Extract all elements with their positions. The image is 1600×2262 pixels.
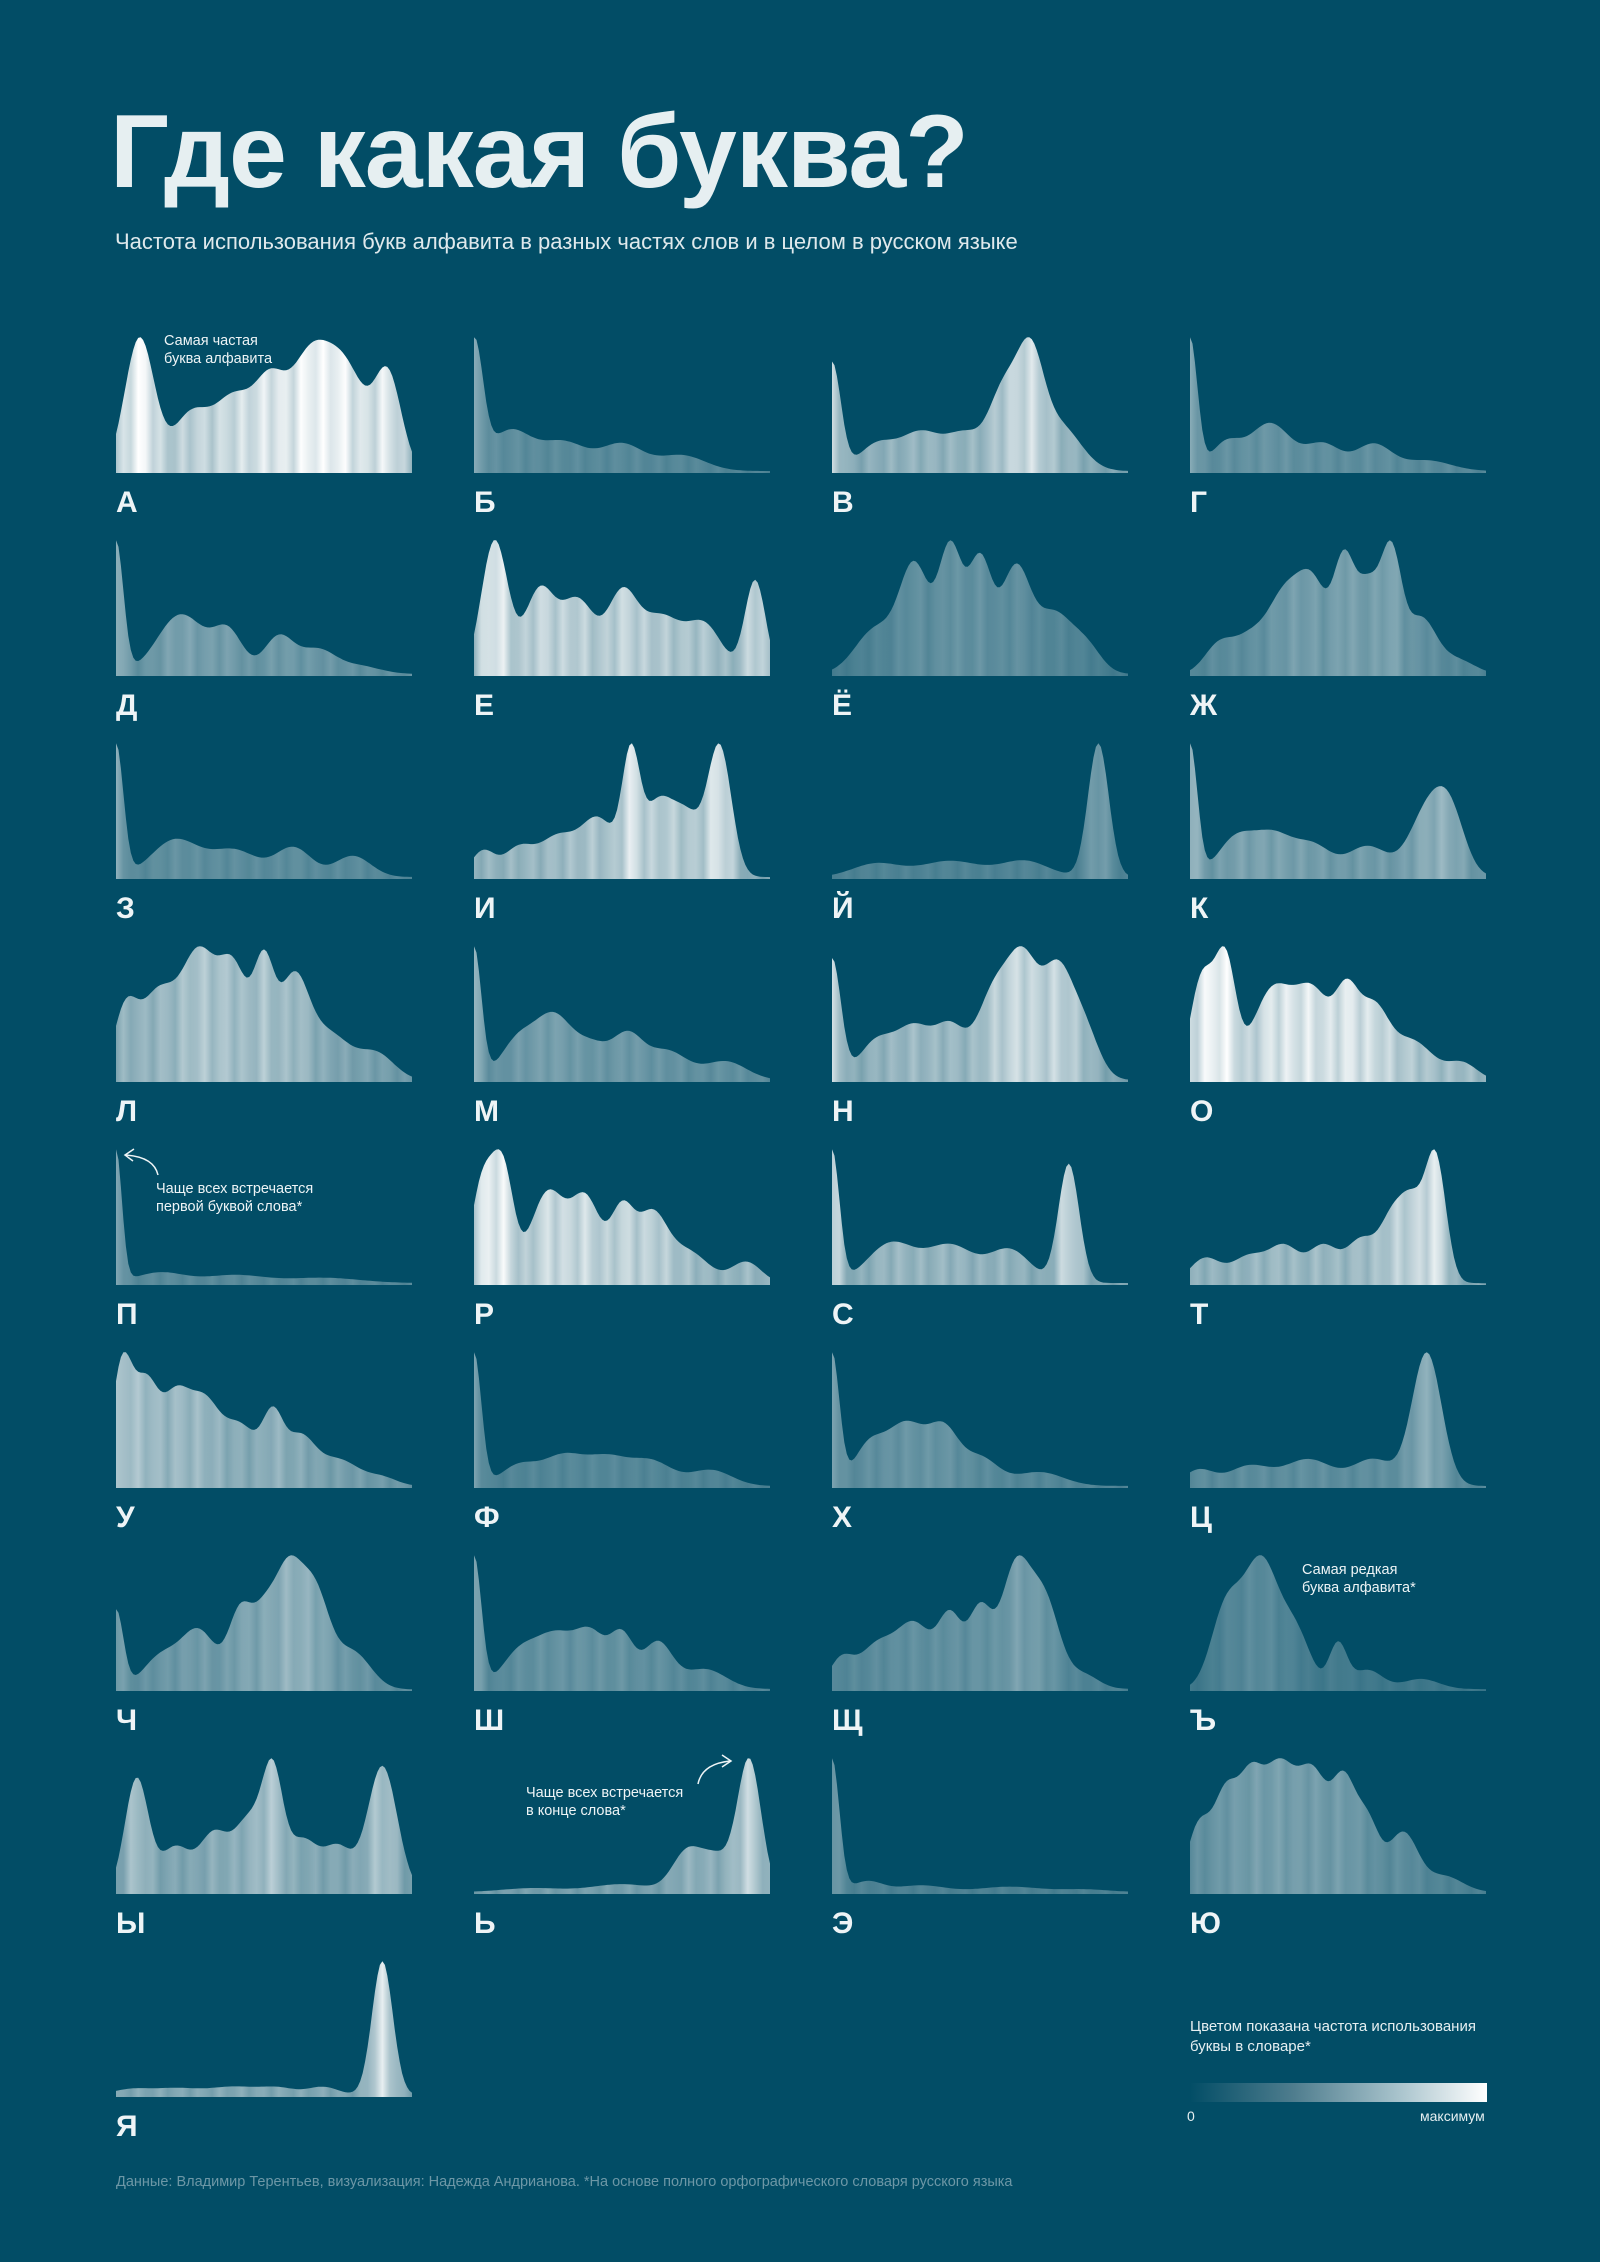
area-Р [474, 1149, 770, 1285]
area-Л [116, 946, 412, 1082]
area-Ш [474, 1555, 770, 1691]
letter-label-Щ: Щ [832, 1704, 863, 1737]
letter-label-Я: Я [116, 2110, 138, 2143]
letter-label-Л: Л [116, 1095, 137, 1128]
area-Ц [1190, 1352, 1486, 1488]
area-Э [832, 1758, 1128, 1894]
letter-label-Х: Х [832, 1501, 852, 1534]
annotation-А: Самая частая буква алфавита [164, 333, 273, 367]
area-Ж [1190, 540, 1486, 676]
letter-label-Ь: Ь [474, 1907, 496, 1940]
area-Я [116, 1961, 412, 2097]
area-М [474, 946, 770, 1082]
area-Е [474, 540, 770, 676]
arrow-last-letter-head [721, 1754, 733, 1768]
page-subtitle: Частота использования букв алфавита в ра… [115, 229, 1018, 254]
arrow-last-letter [697, 1760, 731, 1785]
letter-label-В: В [832, 486, 854, 519]
letter-label-Ц: Ц [1190, 1501, 1212, 1534]
area-Ф [474, 1352, 770, 1488]
letter-label-Ф: Ф [474, 1501, 500, 1534]
area-Ъ [1190, 1555, 1486, 1691]
footer-credits: Данные: Владимир Терентьев, визуализация… [116, 2174, 1013, 2190]
area-Г [1190, 337, 1486, 473]
annotation-Ъ: Самая редкая буква алфавита* [1302, 1562, 1416, 1596]
arrow-first-letter [125, 1154, 159, 1176]
arrow-first-letter-head [123, 1148, 135, 1162]
area-Ю [1190, 1758, 1486, 1894]
area-Х [832, 1352, 1128, 1488]
letter-label-Й: Й [832, 891, 854, 925]
letter-label-Г: Г [1190, 486, 1207, 519]
area-Ч [116, 1555, 412, 1691]
letter-label-Д: Д [116, 689, 137, 722]
area-Б [474, 337, 770, 473]
area-С [832, 1149, 1128, 1285]
legend-note: Цветом показана частота использования бу… [1190, 2018, 1476, 2055]
area-К [1190, 743, 1486, 879]
letter-label-С: С [832, 1298, 854, 1331]
letter-label-Е: Е [474, 689, 494, 722]
letter-label-А: А [116, 486, 138, 519]
area-О [1190, 946, 1486, 1082]
area-Т [1190, 1149, 1486, 1285]
legend-gradient-bar [1190, 2083, 1487, 2102]
letter-label-И: И [474, 892, 496, 925]
area-П [116, 1149, 412, 1285]
letter-label-П: П [116, 1298, 138, 1331]
letter-label-Ш: Ш [474, 1704, 504, 1737]
annotation-Ь: Чаще всех встречается в конце слова* [526, 1785, 683, 1819]
legend-min-label: 0 [1187, 2108, 1195, 2124]
letter-label-Ю: Ю [1190, 1907, 1221, 1940]
area-Ы [116, 1758, 412, 1894]
legend-max-label: максимум [1420, 2108, 1485, 2124]
letter-label-Ъ: Ъ [1190, 1704, 1216, 1737]
area-В [832, 337, 1128, 473]
letter-label-Р: Р [474, 1298, 494, 1331]
letter-label-Б: Б [474, 486, 496, 519]
area-Н [832, 946, 1128, 1082]
letter-label-М: М [474, 1095, 499, 1128]
letter-label-З: З [116, 892, 135, 925]
area-У [116, 1352, 412, 1488]
area-А [116, 337, 412, 473]
annotation-П: Чаще всех встречается первой буквой слова… [156, 1181, 313, 1215]
area-Д [116, 540, 412, 676]
letter-label-Э: Э [832, 1907, 853, 1940]
letter-label-Ё: Ё [832, 689, 852, 722]
letter-label-Ы: Ы [116, 1907, 145, 1940]
area-Ё [832, 540, 1128, 676]
letter-label-К: К [1190, 892, 1209, 925]
letter-label-Ж: Ж [1189, 689, 1218, 722]
letter-label-Т: Т [1190, 1298, 1208, 1331]
area-Щ [832, 1555, 1128, 1691]
letter-label-Н: Н [832, 1095, 854, 1128]
letter-label-О: О [1190, 1095, 1213, 1128]
area-З [116, 743, 412, 879]
letter-label-Ч: Ч [116, 1704, 137, 1737]
area-И [474, 743, 770, 879]
area-Ь [474, 1758, 770, 1894]
area-Й [832, 743, 1128, 879]
page-title: Где какая буква? [110, 94, 969, 210]
letter-label-У: У [116, 1501, 135, 1534]
